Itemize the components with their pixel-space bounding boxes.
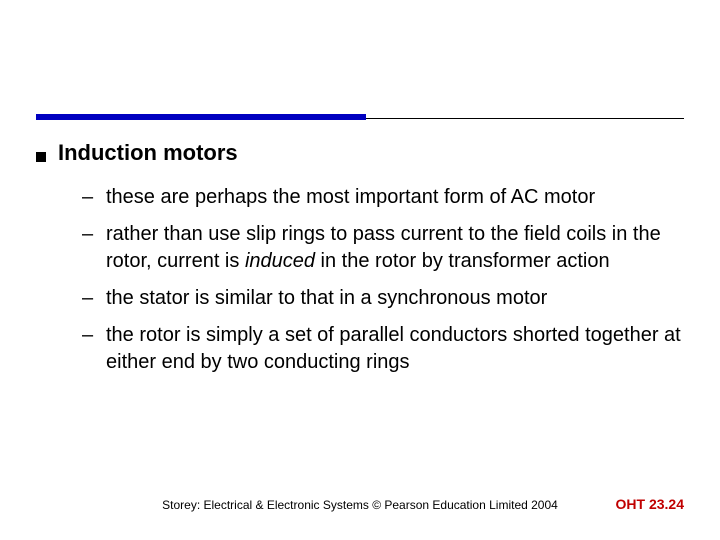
page-number: OHT 23.24 — [616, 496, 684, 512]
slide: Induction motors these are perhaps the m… — [0, 0, 720, 540]
heading-text: Induction motors — [58, 140, 238, 166]
rule-blue — [36, 114, 366, 120]
footer-credit: Storey: Electrical & Electronic Systems … — [0, 498, 720, 512]
bullet-list: these are perhaps the most important for… — [82, 184, 684, 376]
content-area: Induction motors these are perhaps the m… — [36, 140, 684, 386]
top-rule — [36, 114, 684, 120]
list-item: the rotor is simply a set of parallel co… — [82, 322, 684, 376]
bullet-post: in the rotor by transformer action — [315, 250, 610, 272]
list-item: rather than use slip rings to pass curre… — [82, 221, 684, 275]
bullet-text: the stator is similar to that in a synch… — [106, 287, 547, 309]
list-item: these are perhaps the most important for… — [82, 184, 684, 211]
bullet-text: the rotor is simply a set of parallel co… — [106, 324, 681, 373]
bullet-em: induced — [245, 250, 315, 272]
bullet-text: these are perhaps the most important for… — [106, 186, 595, 208]
list-item: the stator is similar to that in a synch… — [82, 285, 684, 312]
footer: Storey: Electrical & Electronic Systems … — [0, 498, 720, 512]
square-bullet-icon — [36, 152, 46, 162]
heading-row: Induction motors — [36, 140, 684, 166]
